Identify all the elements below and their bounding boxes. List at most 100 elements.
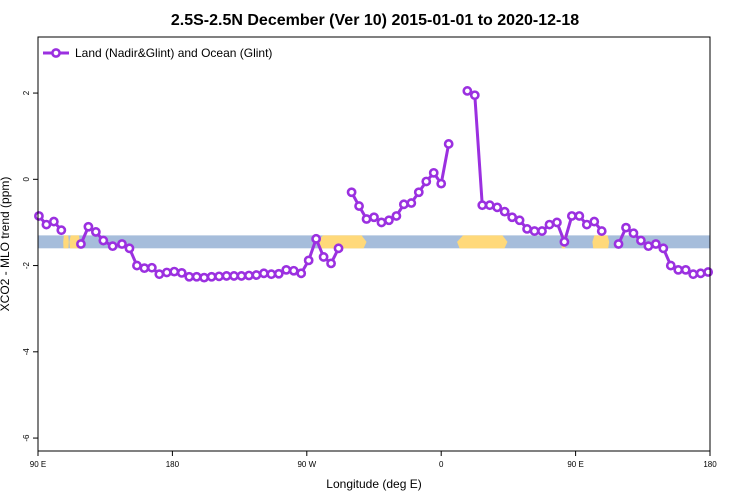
data-point bbox=[244, 270, 254, 281]
x-axis-label: Longitude (deg E) bbox=[326, 477, 421, 491]
data-point bbox=[477, 200, 488, 211]
data-point bbox=[484, 200, 495, 211]
data-point bbox=[384, 215, 394, 226]
data-point bbox=[273, 268, 284, 279]
data-point bbox=[199, 272, 210, 283]
data-point bbox=[621, 222, 631, 233]
land-ocean-strip bbox=[38, 235, 710, 249]
data-point bbox=[376, 217, 387, 228]
data-point bbox=[48, 216, 59, 227]
data-point bbox=[658, 243, 669, 254]
data-point bbox=[132, 260, 142, 271]
data-point bbox=[703, 267, 714, 277]
y-tick-label: -4 bbox=[22, 348, 31, 356]
data-point bbox=[552, 217, 562, 228]
data-point bbox=[443, 139, 454, 149]
y-tick-label: -6 bbox=[22, 434, 31, 442]
data-point bbox=[574, 211, 585, 221]
data-point bbox=[680, 264, 691, 275]
data-point bbox=[124, 243, 135, 254]
data-point bbox=[191, 271, 202, 282]
data-point bbox=[154, 269, 165, 280]
data-point bbox=[507, 212, 518, 223]
data-point bbox=[559, 236, 570, 247]
data-point bbox=[281, 264, 292, 275]
data-point bbox=[636, 235, 646, 246]
land-segment bbox=[457, 235, 508, 249]
legend-entry: Land (Nadir&Glint) and Ocean (Glint) bbox=[75, 46, 272, 60]
data-point bbox=[391, 211, 402, 221]
data-point bbox=[146, 262, 157, 273]
data-point bbox=[413, 187, 424, 198]
data-point bbox=[361, 214, 372, 224]
data-point bbox=[303, 255, 314, 266]
chart-title: 2.5S-2.5N December (Ver 10) 2015-01-01 t… bbox=[171, 12, 579, 29]
x-tick-label: 0 bbox=[439, 460, 444, 469]
y-axis: 2 0 -2 -4 -6 bbox=[22, 90, 38, 442]
data-point bbox=[98, 235, 109, 246]
data-point bbox=[581, 219, 592, 230]
data-point bbox=[333, 243, 344, 254]
data-point bbox=[596, 226, 607, 236]
data-point bbox=[613, 239, 624, 249]
data-point bbox=[628, 228, 639, 239]
data-point bbox=[398, 199, 409, 210]
data-point bbox=[688, 269, 699, 280]
data-point bbox=[522, 224, 532, 234]
data-point bbox=[529, 226, 540, 236]
data-point bbox=[428, 167, 439, 178]
y-axis-label: XCO2 - MLO trend (ppm) bbox=[0, 177, 12, 312]
land-segment bbox=[317, 235, 367, 249]
data-point bbox=[499, 206, 510, 217]
data-point bbox=[318, 252, 329, 262]
legend-marker bbox=[51, 48, 61, 58]
land-segment bbox=[63, 235, 69, 249]
data-point bbox=[566, 211, 577, 221]
data-point bbox=[514, 215, 525, 226]
data-point bbox=[326, 258, 336, 269]
data-point bbox=[184, 271, 195, 282]
y-tick-label: -2 bbox=[22, 261, 31, 269]
x-tick-label: 90 W bbox=[297, 460, 316, 469]
data-point bbox=[90, 227, 101, 237]
data-point bbox=[462, 86, 473, 96]
data-point bbox=[169, 266, 180, 277]
data-point bbox=[354, 201, 364, 211]
data-point bbox=[436, 178, 447, 189]
land-segment bbox=[592, 235, 610, 249]
data-point bbox=[214, 271, 224, 282]
x-tick-label: 90 E bbox=[567, 460, 583, 469]
series-line bbox=[350, 143, 451, 224]
data-point bbox=[469, 90, 480, 101]
data-point bbox=[695, 268, 706, 279]
x-tick-label: 180 bbox=[703, 460, 717, 469]
data-point bbox=[346, 187, 357, 198]
x-tick-label: 90 E bbox=[30, 460, 46, 469]
data-point bbox=[206, 271, 217, 282]
y-tick-label: 2 bbox=[22, 90, 31, 95]
data-point bbox=[288, 265, 299, 276]
data-point bbox=[221, 271, 232, 281]
data-point bbox=[665, 260, 676, 271]
plot-frame bbox=[37, 36, 711, 452]
data-point bbox=[369, 212, 379, 223]
data-point bbox=[537, 226, 547, 236]
data-point bbox=[76, 239, 86, 249]
data-point bbox=[176, 267, 187, 278]
y-tick-label: 0 bbox=[22, 177, 31, 182]
data-point bbox=[673, 264, 684, 275]
legend: Land (Nadir&Glint) and Ocean (Glint) bbox=[43, 46, 272, 60]
series-layer bbox=[34, 86, 714, 283]
data-point bbox=[296, 268, 307, 279]
data-point bbox=[56, 225, 67, 236]
data-point bbox=[251, 270, 262, 280]
data-point bbox=[643, 241, 654, 252]
data-point bbox=[258, 268, 269, 279]
ocean-band bbox=[38, 235, 710, 249]
data-point bbox=[589, 216, 600, 227]
data-point bbox=[107, 241, 118, 252]
data-point bbox=[492, 202, 503, 213]
data-point bbox=[34, 211, 44, 221]
data-point bbox=[266, 269, 277, 280]
